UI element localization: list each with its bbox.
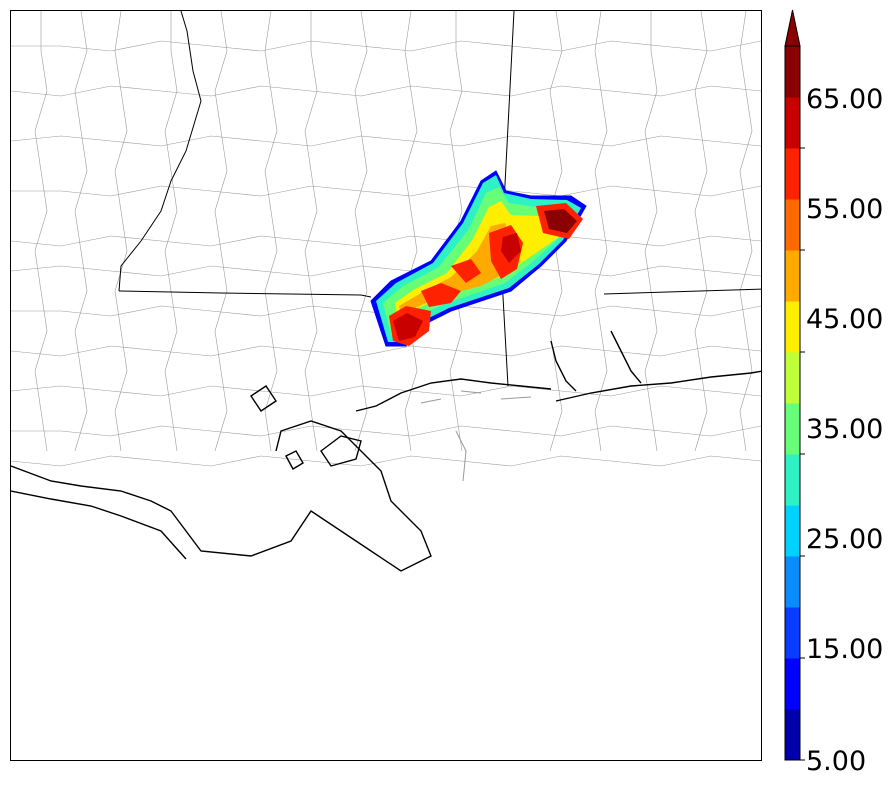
- reflectivity-contour: [451, 259, 481, 283]
- colorbar-segment: [785, 46, 800, 98]
- county-line: [354, 11, 368, 452]
- radar-map-panel: [10, 10, 762, 761]
- reflectivity-contour: [393, 313, 423, 341]
- colorbar-segment: [785, 199, 800, 251]
- county-line: [11, 455, 761, 467]
- reflectivity-storm-area: [370, 170, 587, 347]
- county-line: [34, 11, 48, 452]
- colorbar-segment: [785, 97, 800, 149]
- colorbar-tick-label: 25.00: [806, 524, 884, 555]
- colorbar-segment: [785, 556, 800, 608]
- county-line: [11, 85, 761, 97]
- colorbar-tick-label: 15.00: [806, 634, 884, 665]
- colorbar-tick-label: 5.00: [806, 746, 867, 777]
- reflectivity-contour: [501, 233, 521, 263]
- county-line: [74, 11, 88, 452]
- county-line: [304, 11, 318, 452]
- county-line: [404, 11, 418, 452]
- county-line: [594, 11, 608, 452]
- coastline: [11, 330, 761, 572]
- radar-map: [11, 11, 761, 572]
- colorbar-tick-label: 35.00: [806, 414, 884, 445]
- colorbar-segment: [785, 148, 800, 200]
- barrier-islands: [420, 390, 532, 482]
- al-fl-border: [603, 288, 761, 295]
- colorbar-tick-label: 55.00: [806, 194, 884, 225]
- colorbar-segment: [785, 607, 800, 659]
- colorbar-segment: [785, 505, 800, 557]
- colorbar-segment: [785, 352, 800, 404]
- colorbar-segment: [785, 658, 800, 710]
- reflectivity-colorbar: [784, 9, 805, 761]
- county-line: [11, 185, 761, 197]
- colorbar-segment: [785, 250, 800, 302]
- county-line: [264, 11, 278, 452]
- state-boundaries: [118, 11, 761, 387]
- county-line: [11, 40, 761, 52]
- colorbar-segment: [785, 709, 800, 761]
- colorbar-segment: [785, 301, 800, 353]
- county-boundaries: [11, 11, 761, 467]
- county-line: [739, 11, 753, 452]
- reflectivity-contour: [544, 209, 577, 233]
- county-line: [11, 235, 761, 247]
- mississippi-river: [118, 11, 202, 292]
- county-line: [11, 345, 761, 357]
- colorbar-extend-arrow: [784, 9, 801, 47]
- county-line: [11, 385, 761, 397]
- county-line: [164, 11, 178, 452]
- reflectivity-contour: [421, 283, 461, 307]
- county-line: [214, 11, 228, 452]
- county-line: [694, 11, 708, 452]
- colorbar-segment: [785, 403, 800, 455]
- ms-la-border: [118, 290, 372, 298]
- county-line: [11, 135, 761, 147]
- county-line: [644, 11, 658, 452]
- colorbar-segment: [785, 454, 800, 506]
- colorbar-tick-label: 65.00: [806, 84, 884, 115]
- county-line: [11, 265, 761, 277]
- county-line: [11, 425, 761, 437]
- colorbar-tick-label: 45.00: [806, 304, 884, 335]
- colorbar-frame: [784, 45, 801, 761]
- county-line: [114, 11, 128, 452]
